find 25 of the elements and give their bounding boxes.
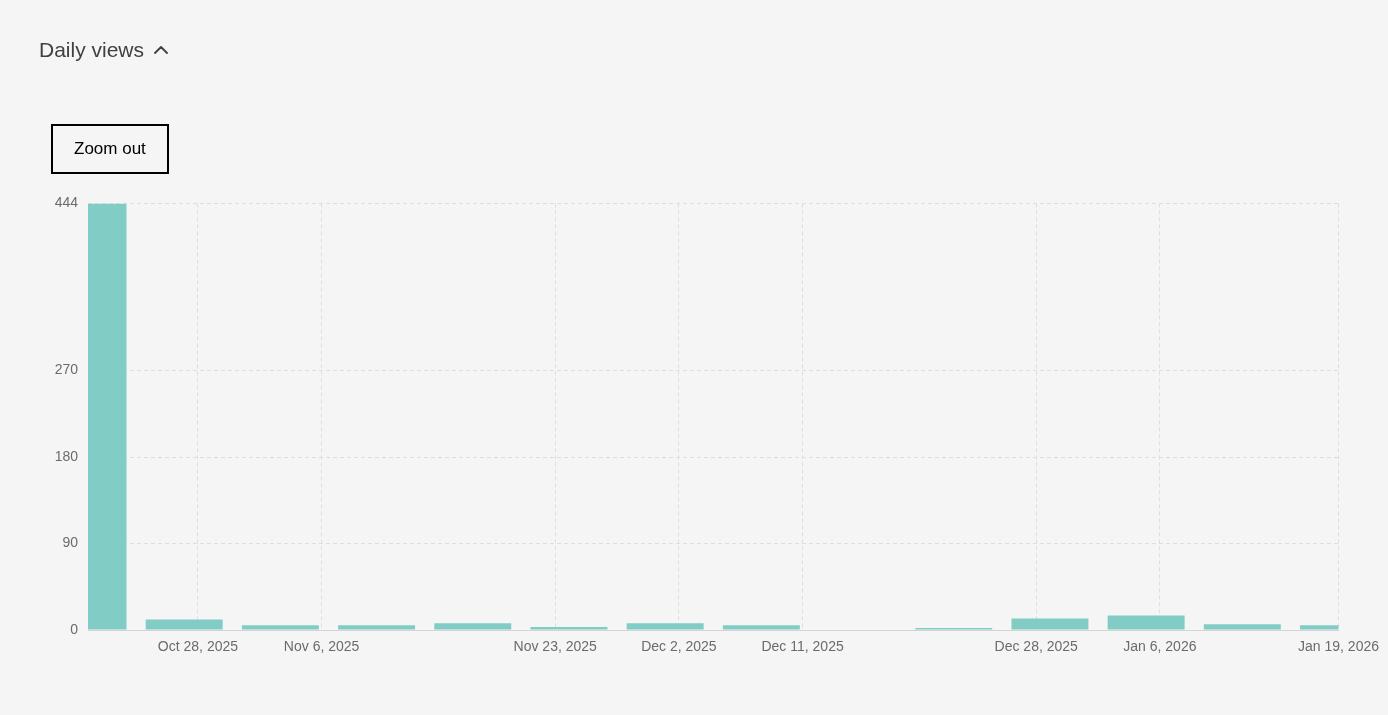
y-tick-label: 180 [54,447,79,464]
bar [241,625,319,630]
bar [722,625,800,630]
x-tick-label: Dec 11, 2025 [761,638,844,655]
bar [434,623,512,630]
y-tick-label: 90 [62,534,79,551]
x-tick-label: Nov 6, 2025 [283,638,360,655]
x-tick-label: Dec 2, 2025 [641,638,717,655]
x-tick-label: Oct 28, 2025 [157,638,239,655]
bar [1203,624,1281,630]
bar [145,619,223,630]
x-tick-label: Jan 19, 2026 [1298,638,1380,655]
y-tick-label: 270 [54,361,79,378]
zoom-out-button: Zoom out [51,124,169,174]
bar [1107,615,1185,630]
bar [530,627,608,630]
bar [626,623,704,630]
x-tick-label: Jan 6, 2026 [1123,638,1197,655]
chart-title: Daily views [39,37,145,63]
x-tick-label: Dec 28, 2025 [994,638,1079,655]
x-tick-label: Nov 23, 2025 [513,638,598,655]
y-tick-label: 0 [70,620,79,637]
bar [338,625,416,630]
y-tick-label: 444 [54,194,79,211]
bar [1011,618,1089,630]
